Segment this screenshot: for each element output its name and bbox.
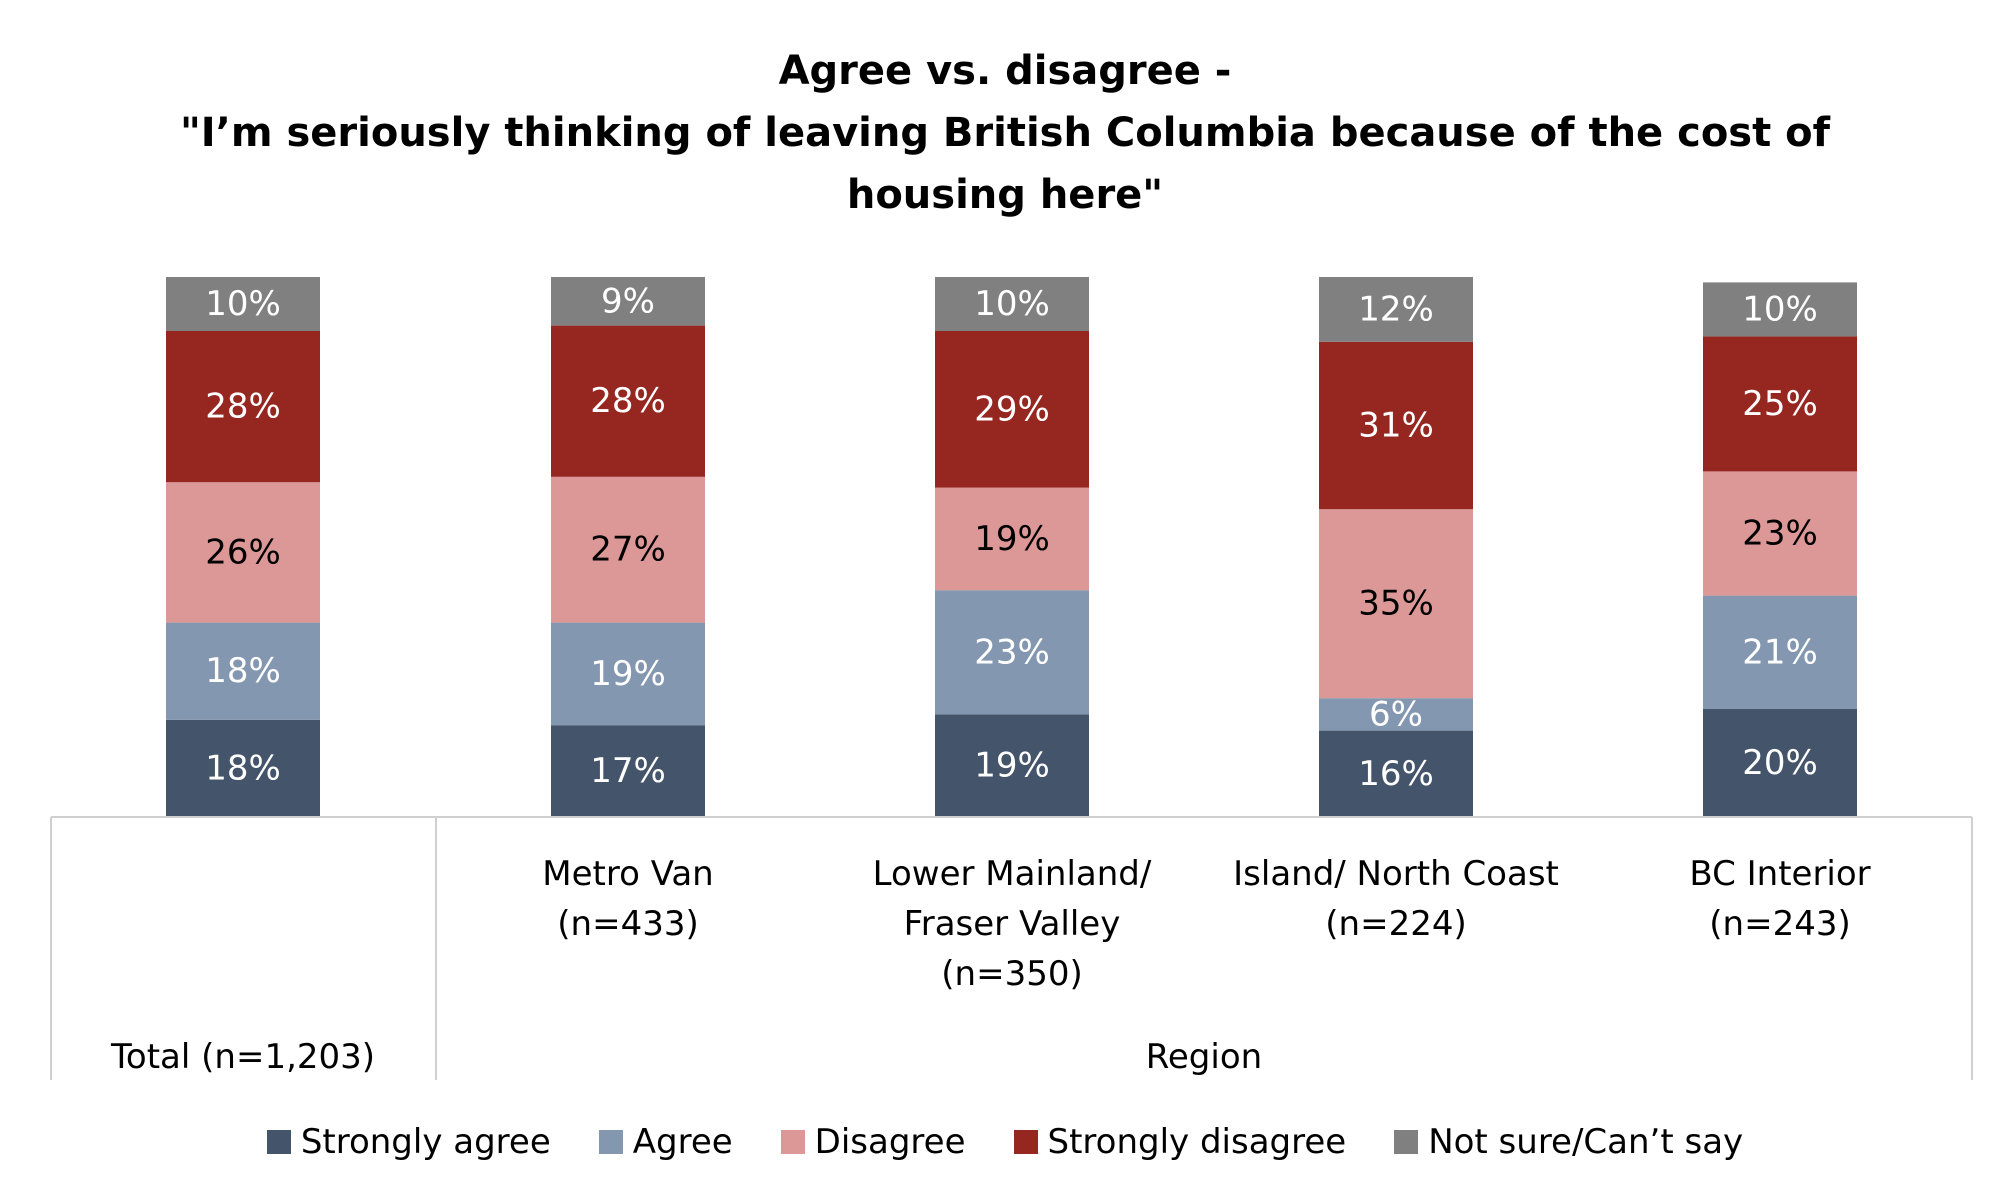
bar-segment-strongly-disagree-0	[166, 331, 320, 483]
data-label-agree-0: 18%	[205, 651, 281, 691]
bar-segment-agree-4	[1703, 595, 1857, 709]
bar-segment-disagree-4	[1703, 471, 1857, 596]
category-label-2-line-2: (n=350)	[941, 954, 1082, 994]
data-label-strongly-disagree-4: 25%	[1742, 384, 1818, 424]
bar-segment-strongly-agree-3	[1319, 730, 1473, 817]
chart-title-line-3: housing here"	[846, 172, 1164, 218]
legend: Strongly agree Agree Disagree Strongly disa…	[0, 1117, 2010, 1167]
bar-segment-not-sure-can-t-say-4	[1703, 282, 1857, 337]
legend-label-strongly-agree: Strongly agree	[300, 1122, 551, 1162]
bar-segment-agree-0	[166, 622, 320, 720]
data-label-not-sure-can-t-say-3: 12%	[1358, 289, 1434, 329]
chart-title-line-2: "I’m seriously thinking of leaving Briti…	[179, 110, 1831, 156]
category-label-3-line-1: (n=224)	[1325, 904, 1466, 944]
bar-segment-strongly-agree-4	[1703, 709, 1857, 817]
bar-segment-disagree-0	[166, 482, 320, 623]
data-label-strongly-agree-3: 16%	[1358, 754, 1434, 794]
category-label-1-line-0: Metro Van	[542, 854, 713, 894]
bar-segment-disagree-3	[1319, 509, 1473, 699]
legend-label-disagree: Disagree	[814, 1122, 966, 1162]
data-label-strongly-agree-0: 18%	[205, 748, 281, 788]
legend-item-strongly-disagree: Strongly disagree	[1013, 1122, 1347, 1162]
bar-segment-strongly-disagree-3	[1319, 341, 1473, 510]
bar-segment-agree-2	[935, 590, 1089, 715]
bar-segment-strongly-agree-1	[551, 725, 705, 817]
data-label-agree-3: 6%	[1369, 694, 1423, 734]
bar-segment-strongly-disagree-4	[1703, 336, 1857, 472]
data-label-strongly-agree-2: 19%	[974, 746, 1050, 786]
bar-segment-not-sure-can-t-say-3	[1319, 277, 1473, 342]
bar-segment-not-sure-can-t-say-2	[935, 277, 1089, 331]
bar-segment-agree-3	[1319, 698, 1473, 731]
legend-label-agree: Agree	[632, 1122, 733, 1162]
bar-segment-not-sure-can-t-say-0	[166, 277, 320, 331]
data-label-agree-1: 19%	[590, 654, 666, 694]
data-label-agree-2: 23%	[974, 632, 1050, 672]
category-label-2-line-0: Lower Mainland/	[873, 854, 1152, 894]
legend-swatch-disagree	[780, 1130, 805, 1154]
bar-segment-strongly-disagree-2	[935, 331, 1089, 488]
legend-swatch-not-sure-can-t-say	[1394, 1130, 1419, 1154]
data-label-strongly-disagree-1: 28%	[590, 381, 666, 421]
data-label-disagree-2: 19%	[974, 519, 1050, 559]
category-label-total: Total (n=1,203)	[110, 1037, 375, 1077]
data-label-strongly-agree-1: 17%	[590, 751, 666, 791]
chart-title-line-1: Agree vs. disagree -	[778, 48, 1232, 94]
bar-layer: 18% 18% 26% 28% 10% 17% 19% 27% 28% 9% 19% 23% 19% 29…	[166, 277, 1857, 817]
bar-segment-agree-1	[551, 622, 705, 726]
legend-item-disagree: Disagree	[780, 1122, 966, 1162]
data-label-disagree-3: 35%	[1358, 584, 1434, 624]
bar-segment-strongly-agree-2	[935, 714, 1089, 817]
category-label-2-line-1: Fraser Valley	[904, 904, 1121, 944]
legend-item-strongly-agree: Strongly agree	[266, 1122, 551, 1162]
category-label-4-line-0: BC Interior	[1689, 854, 1870, 894]
data-label-not-sure-can-t-say-4: 10%	[1742, 289, 1818, 329]
data-label-strongly-disagree-3: 31%	[1358, 406, 1434, 446]
data-label-not-sure-can-t-say-0: 10%	[205, 284, 281, 324]
data-label-agree-4: 21%	[1742, 632, 1818, 672]
data-label-disagree-1: 27%	[590, 530, 666, 570]
legend-swatch-strongly-disagree	[1013, 1130, 1038, 1154]
data-label-disagree-0: 26%	[205, 532, 281, 572]
legend-label-strongly-disagree: Strongly disagree	[1047, 1122, 1347, 1162]
data-label-strongly-disagree-2: 29%	[974, 389, 1050, 429]
legend-item-agree: Agree	[598, 1122, 733, 1162]
chart-title: Agree vs. disagree - "I’m seriously thin…	[0, 40, 2010, 226]
legend-swatch-strongly-agree	[266, 1130, 291, 1154]
data-label-strongly-agree-4: 20%	[1742, 743, 1818, 783]
bar-segment-strongly-agree-0	[166, 719, 320, 817]
bar-segment-disagree-2	[935, 487, 1089, 591]
data-label-disagree-4: 23%	[1742, 514, 1818, 554]
data-label-not-sure-can-t-say-2: 10%	[974, 284, 1050, 324]
data-label-not-sure-can-t-say-1: 9%	[601, 281, 655, 321]
category-label-3-line-0: Island/ North Coast	[1233, 854, 1559, 894]
bar-segment-not-sure-can-t-say-1	[551, 277, 705, 326]
category-axis: Total (n=1,203) Metro Van (n=433) Lower Mai…	[50, 816, 1973, 1080]
bar-segment-disagree-1	[551, 476, 705, 623]
data-label-strongly-disagree-0: 28%	[205, 387, 281, 427]
legend-item-not-sure-can-t-say: Not sure/Can’t say	[1394, 1122, 1743, 1162]
bar-segment-strongly-disagree-1	[551, 325, 705, 477]
legend-label-not-sure-can-t-say: Not sure/Can’t say	[1428, 1122, 1744, 1162]
category-label-1-line-1: (n=433)	[557, 904, 698, 944]
group-label-region: Region	[1146, 1037, 1262, 1077]
legend-swatch-agree	[598, 1130, 623, 1154]
category-label-4-line-1: (n=243)	[1709, 904, 1850, 944]
